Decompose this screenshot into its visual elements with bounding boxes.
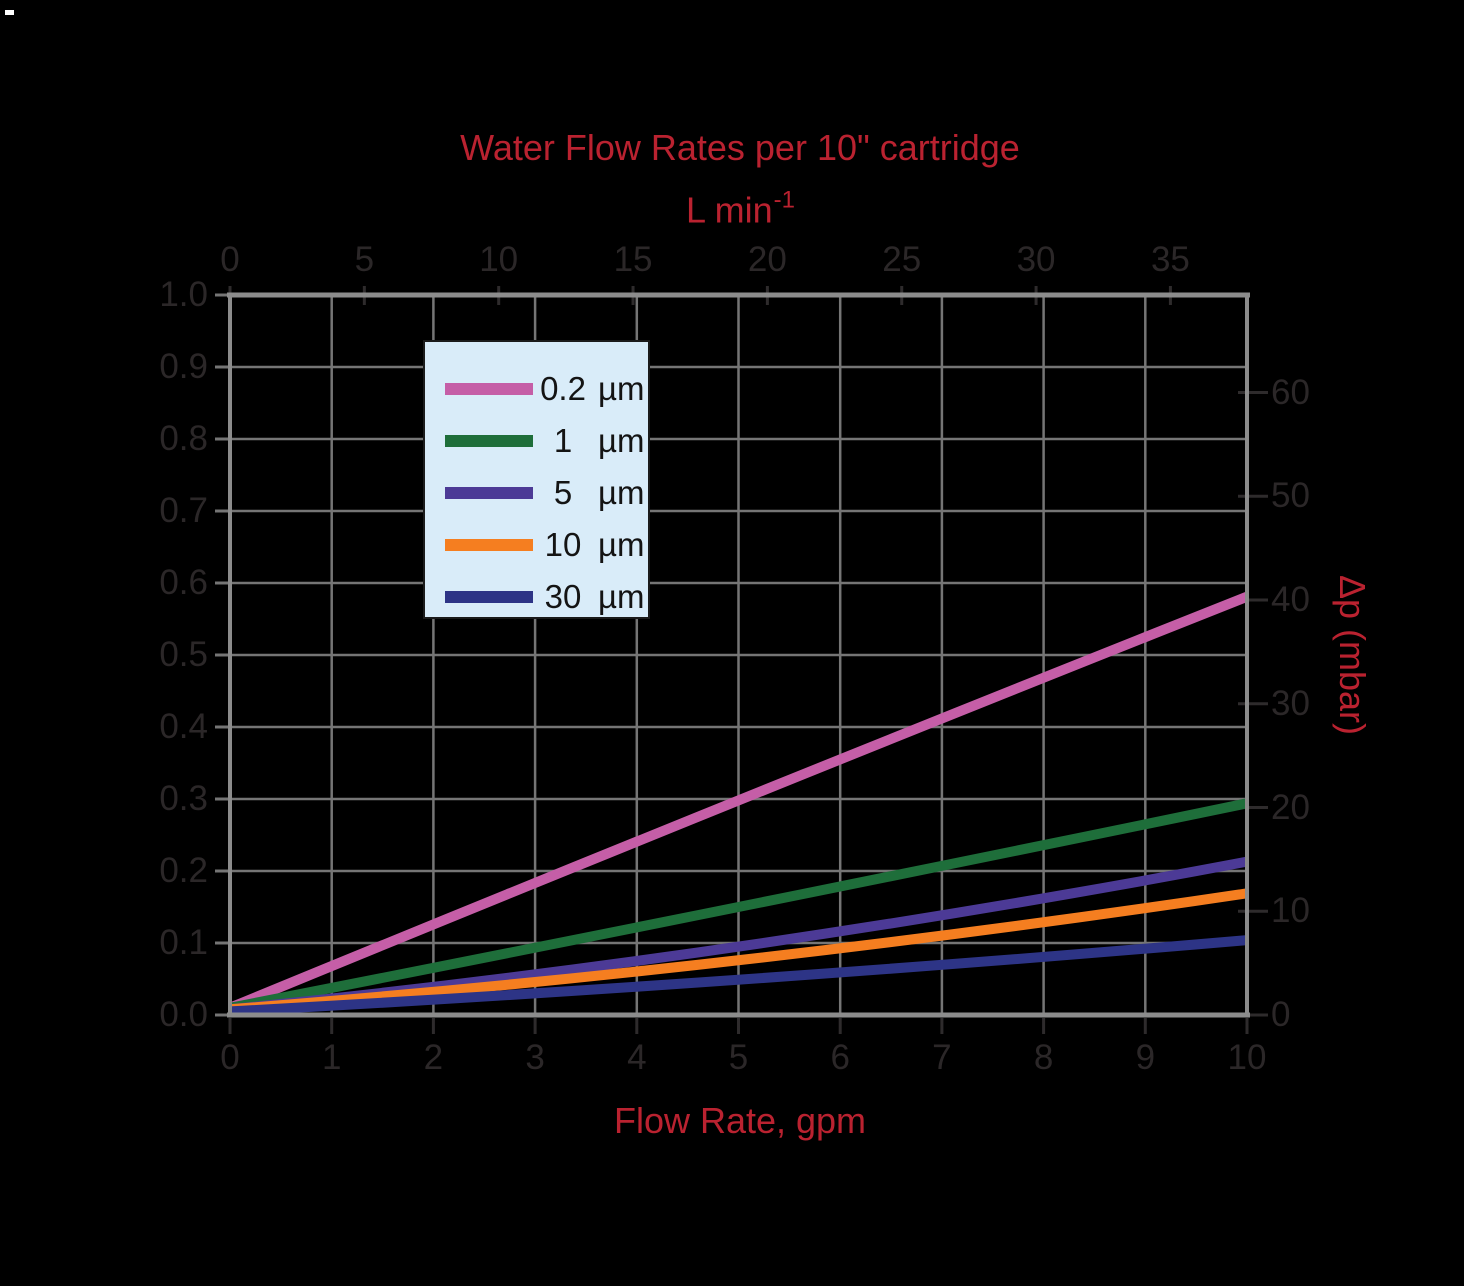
top-axis-label-text: L min <box>685 189 773 231</box>
legend-swatch <box>445 435 533 447</box>
legend-swatch <box>445 591 533 603</box>
right-axis-tick-label: 50 <box>1271 476 1310 516</box>
series-line-10-µm <box>229 888 1248 1015</box>
legend-unit: µm <box>598 578 645 615</box>
right-axis-tick-label: 40 <box>1271 580 1310 619</box>
legend-unit: µm <box>598 422 645 459</box>
bottom-axis-tick-label: 6 <box>830 1038 850 1077</box>
bottom-axis-tick-label: 9 <box>1135 1038 1156 1077</box>
left-axis-tick-label: 0.4 <box>159 707 208 746</box>
corner-mark <box>5 10 14 15</box>
legend-value: 10 <box>544 526 582 563</box>
right-axis-tick-label: 60 <box>1271 372 1310 412</box>
legend-swatch <box>445 487 533 499</box>
right-y-axis-label: Δp (mbar) <box>1332 574 1373 736</box>
legend-entry: 1 µm <box>425 415 648 467</box>
bottom-axis-tick-label: 2 <box>423 1038 444 1077</box>
series-line-0.2-µm <box>228 592 1249 1013</box>
bottom-axis-tick-label: 8 <box>1033 1038 1054 1077</box>
top-axis-tick-label: 20 <box>747 240 787 279</box>
top-axis-tick-label: 25 <box>882 240 922 279</box>
left-axis-tick-label: 0.3 <box>159 779 208 818</box>
right-axis-tick-label: 20 <box>1271 787 1310 827</box>
left-axis-tick-label: 0.7 <box>159 491 208 530</box>
series-line-30-µm <box>229 935 1248 1017</box>
top-axis-tick-label: 0 <box>220 240 240 279</box>
legend-entry: 0.2 µm <box>425 363 648 415</box>
chart-title: Water Flow Rates per 10" cartridge <box>460 127 1020 168</box>
bottom-axis-tick-label: 7 <box>932 1038 952 1077</box>
left-axis-tick-label: 0.1 <box>159 923 208 962</box>
legend-swatch <box>445 539 533 551</box>
bottom-axis-tick-label: 10 <box>1227 1038 1267 1077</box>
legend-value: 5 <box>553 474 573 511</box>
left-axis-tick-label: 1.0 <box>159 275 208 314</box>
legend-swatch <box>445 383 533 395</box>
legend-value: 1 <box>553 422 573 459</box>
legend-value: 0.2 <box>540 370 586 407</box>
top-axis-tick-label: 10 <box>479 240 519 279</box>
bottom-axis-tick-label: 3 <box>525 1038 545 1077</box>
top-axis-label-superscript: -1 <box>773 186 796 214</box>
bottom-axis-tick-label: 1 <box>321 1038 342 1077</box>
legend: 0.2 µm 1 µm 5 µm 10 µm 30 µm <box>423 340 650 619</box>
left-axis-tick-label: 0.2 <box>159 851 208 890</box>
legend-unit: µm <box>598 526 645 563</box>
top-axis-label: L min-1 <box>685 186 796 232</box>
legend-entry: 5 µm <box>425 467 648 519</box>
legend-entry: 10 µm <box>425 519 648 571</box>
top-axis-tick-label: 15 <box>613 240 653 279</box>
left-axis-tick-label: 0.6 <box>159 563 208 602</box>
left-axis-tick-label: 0.8 <box>159 419 208 458</box>
legend-value: 30 <box>544 578 582 615</box>
left-axis-tick-label: 0.9 <box>159 347 208 386</box>
top-axis-tick-label: 35 <box>1150 240 1190 279</box>
left-axis-tick-label: 0.5 <box>159 635 208 674</box>
legend-unit: µm <box>598 474 645 511</box>
bottom-axis-tick-label: 4 <box>627 1038 647 1077</box>
legend-entry: 30 µm <box>425 571 648 623</box>
top-axis-tick-label: 30 <box>1016 240 1056 279</box>
x-axis-label: Flow Rate, gpm <box>613 1100 867 1141</box>
top-axis-tick-label: 5 <box>354 240 375 279</box>
right-axis-tick-label: 10 <box>1271 891 1310 931</box>
bottom-axis-tick-label: 0 <box>220 1038 240 1077</box>
series-line-1-µm <box>229 798 1249 1013</box>
left-axis-tick-label: 0.0 <box>159 995 208 1034</box>
right-axis-tick-label: 30 <box>1271 683 1310 723</box>
right-axis-tick-label: 0 <box>1271 995 1291 1034</box>
bottom-axis-tick-label: 5 <box>728 1038 749 1077</box>
legend-unit: µm <box>598 370 645 407</box>
